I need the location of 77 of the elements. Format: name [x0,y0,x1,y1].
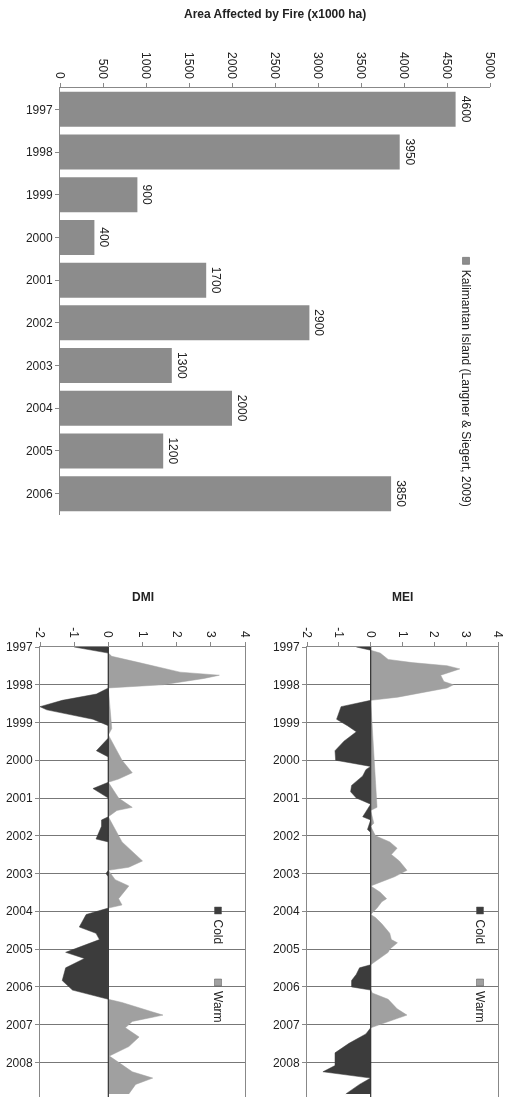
y-tick-label: 1999 [5,715,33,730]
y-tick-label: 1998 [5,677,33,692]
data-label: 3950 [402,138,417,166]
y-tick-label: 2004 [25,401,53,416]
y-tick-label: 2004 [272,904,300,919]
data-label: 4600 [458,95,473,123]
y-tick-label: 2000 [5,753,33,768]
y-tick-label: 1997 [272,640,300,655]
y-tick-label: 2001 [5,791,33,806]
data-label: 400 [97,227,112,248]
y-tick-label: 2001 [25,273,53,288]
data-label: 900 [140,184,155,205]
legend-label: Warm [211,991,225,1023]
data-label: 1700 [209,266,224,294]
y-tick-label: 2008 [5,1055,33,1070]
x-tick-label: 0 [53,72,68,80]
data-label: 1200 [166,437,181,465]
chart-title: MEI [392,590,414,604]
chart-title: Area Affected by Fire (x1000 ha) [184,7,367,21]
y-tick-label: 2003 [5,866,33,881]
data-label: 1300 [174,352,189,380]
x-tick-label: 1500 [182,52,197,80]
x-tick-label: -1 [67,627,82,639]
x-tick-label: 2 [427,631,442,639]
data-label: 2000 [235,394,249,422]
x-tick-label: -2 [300,627,315,639]
data-label: 3850 [394,480,409,508]
y-tick-label: 1998 [272,677,300,692]
y-tick-label: 1997 [5,640,33,655]
x-tick-label: 1 [395,631,410,639]
x-tick-label: 3 [203,631,218,639]
y-tick-label: 2005 [272,942,300,957]
x-tick-label: 4 [491,631,506,639]
x-tick-label: 0 [363,631,378,639]
chart-title: DMI [132,590,154,604]
y-tick-label: 2002 [272,829,300,844]
y-tick-label: 1999 [25,187,53,202]
legend-label: Kalimantan Island (Langner & Siegert, 2009) [458,269,473,507]
data-label: 2900 [312,309,327,337]
x-tick-label: 5000 [483,52,498,80]
x-tick-label: 500 [96,58,111,80]
y-tick-label: 1998 [25,145,53,160]
x-tick-label: 4000 [397,52,412,80]
x-tick-label: 0 [101,631,116,639]
x-tick-label: 2000 [225,52,240,80]
y-tick-label: 2000 [272,753,300,768]
x-tick-label: 1 [135,631,150,639]
y-tick-label: 2006 [272,980,300,995]
legend-label: Cold [472,919,487,945]
x-tick-label: 4 [238,631,253,639]
x-tick-label: 2 [169,631,184,639]
y-tick-label: 2005 [25,444,53,459]
y-tick-label: 2005 [5,942,33,957]
x-tick-label: -1 [331,627,346,639]
x-tick-label: 4500 [440,52,455,80]
x-tick-label: 3 [459,631,474,639]
y-tick-label: 1997 [25,102,53,117]
legend-label: Warm [473,991,487,1023]
y-tick-label: 2003 [25,358,53,373]
y-tick-label: 2006 [25,486,53,501]
y-tick-label: 2001 [272,791,300,806]
y-tick-label: 2004 [5,904,33,919]
y-tick-label: 2006 [5,980,33,995]
x-tick-label: 3000 [311,52,326,80]
legend-label: Cold [210,919,225,945]
y-tick-label: 2007 [272,1017,300,1032]
y-tick-label: 2003 [272,866,300,881]
x-tick-label: 2500 [268,52,283,80]
y-tick-label: 2002 [5,829,33,844]
y-tick-label: 1999 [272,715,300,730]
x-tick-label: 1000 [139,52,154,80]
x-tick-label: 3500 [354,52,369,80]
y-tick-label: 2008 [272,1055,300,1070]
y-tick-label: 2002 [25,316,53,331]
x-tick-label: -2 [33,627,48,639]
y-tick-label: 2007 [5,1017,33,1032]
y-tick-label: 2000 [25,230,53,245]
